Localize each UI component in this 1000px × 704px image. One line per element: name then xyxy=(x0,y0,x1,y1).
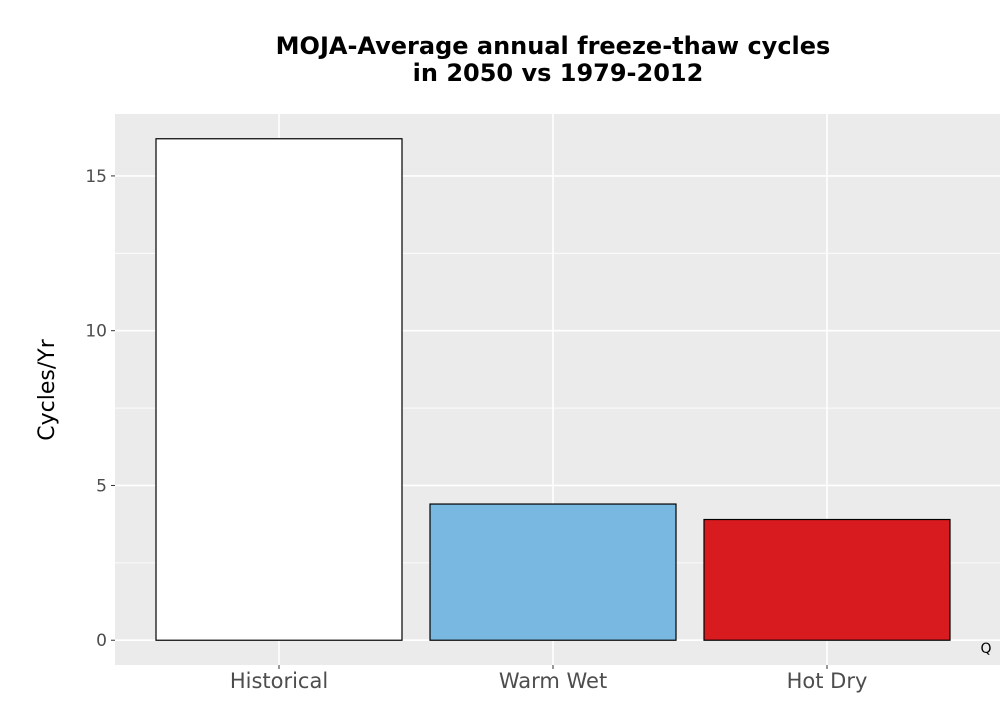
chart-title-line-2: in 2050 vs 1979-2012 xyxy=(413,59,704,87)
bars xyxy=(155,138,951,641)
x-tick-label: Historical xyxy=(230,669,328,693)
y-axis: 0 5 10 15 xyxy=(85,167,115,651)
x-tick-label: Hot Dry xyxy=(787,669,868,693)
chart-title-line-1: MOJA-Average annual freeze-thaw cycles xyxy=(276,32,831,60)
bar-warm-wet xyxy=(429,503,677,641)
bar-hot-dry xyxy=(703,518,951,641)
corner-note: Q xyxy=(980,641,991,657)
bar-historical xyxy=(155,138,403,641)
x-axis: Historical Warm Wet Hot Dry xyxy=(230,665,868,693)
y-axis-label: Cycles/Yr xyxy=(35,338,60,440)
y-tick-label: 5 xyxy=(96,476,107,496)
y-tick-label: 15 xyxy=(85,167,107,187)
x-tick-label: Warm Wet xyxy=(499,669,607,693)
y-tick-label: 0 xyxy=(96,631,107,651)
y-tick-label: 10 xyxy=(85,322,107,342)
